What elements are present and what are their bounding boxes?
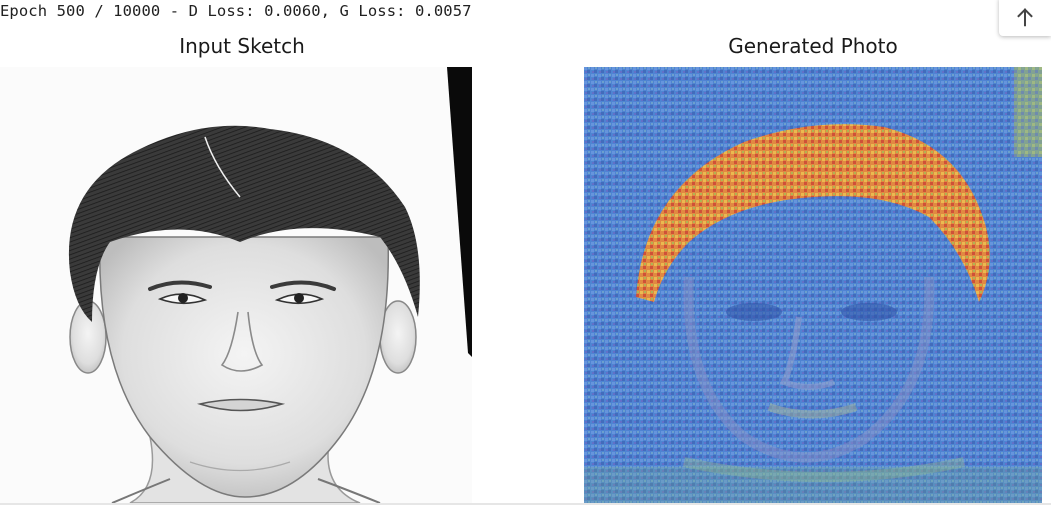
training-log-output: Epoch 500 / 10000 - D Loss: 0.0060, G Lo… <box>0 2 472 20</box>
generated-photo-title: Generated Photo <box>728 34 898 58</box>
generated-photo-image <box>584 67 1042 503</box>
output-bottom-divider <box>0 503 1051 505</box>
input-sketch-title: Input Sketch <box>179 34 305 58</box>
input-sketch-image <box>0 67 472 503</box>
scroll-to-top-button[interactable] <box>999 0 1051 36</box>
arrow-up-icon <box>1017 8 1033 27</box>
